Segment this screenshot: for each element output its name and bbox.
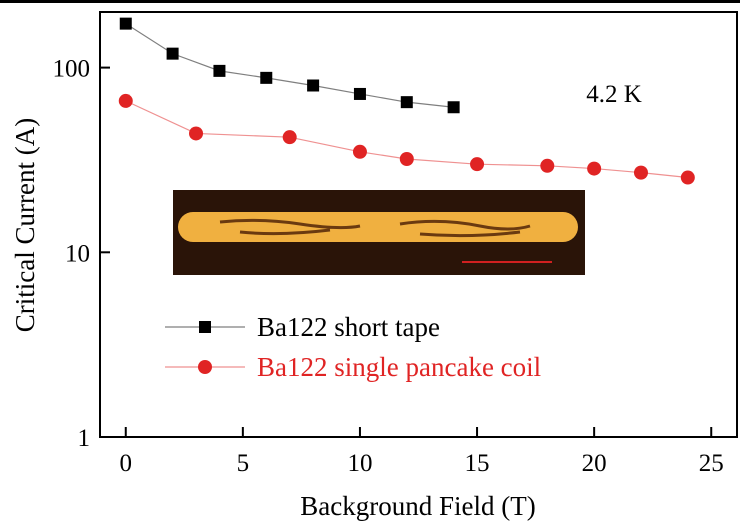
data-point: [400, 152, 414, 166]
data-point: [260, 72, 272, 84]
data-point: [448, 101, 460, 113]
x-tick-label: 0: [120, 450, 133, 477]
series-line: [126, 101, 688, 178]
data-point: [167, 48, 179, 60]
x-axis-label: Background Field (T): [300, 491, 535, 521]
data-point: [307, 79, 319, 91]
y-tick-label: 10: [65, 240, 90, 267]
data-point: [681, 171, 695, 185]
x-tick-label: 15: [465, 450, 490, 477]
data-point: [283, 130, 297, 144]
data-point: [634, 166, 648, 180]
data-point: [120, 18, 132, 30]
y-axis-label: Critical Current (A): [10, 118, 40, 332]
data-point: [354, 88, 366, 100]
data-point: [189, 126, 203, 140]
x-tick-label: 20: [582, 450, 607, 477]
data-point: [540, 159, 554, 173]
x-tick-label: 5: [237, 450, 250, 477]
legend-marker: [199, 321, 211, 333]
data-point: [470, 157, 484, 171]
inset-photo: [173, 190, 585, 275]
legend-label: Ba122 single pancake coil: [257, 352, 541, 382]
x-tick-label: 10: [347, 450, 372, 477]
annotation: 4.2 K: [586, 81, 642, 108]
y-tick-label: 1: [78, 425, 91, 452]
data-point: [401, 96, 413, 108]
y-tick-label: 100: [53, 56, 91, 83]
data-point: [119, 94, 133, 108]
chart: 4.2 K Background Field (T) Critical Curr…: [0, 0, 740, 527]
top-border: [0, 0, 740, 3]
data-point: [353, 145, 367, 159]
data-point: [213, 65, 225, 77]
legend-label: Ba122 short tape: [257, 312, 440, 342]
series-line: [126, 24, 454, 108]
data-point: [587, 162, 601, 176]
x-tick-label: 25: [699, 450, 724, 477]
legend-marker: [198, 360, 212, 374]
